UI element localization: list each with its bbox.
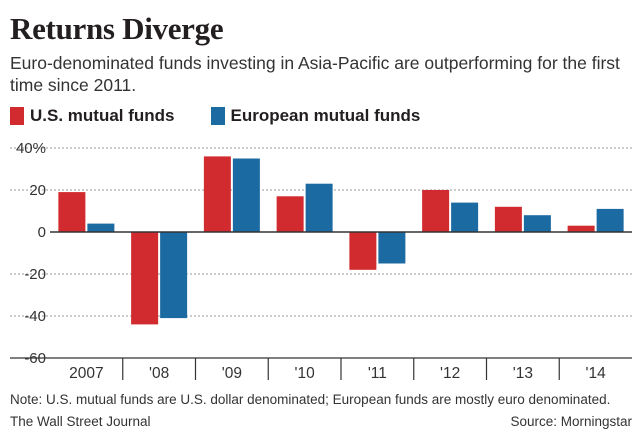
legend-label-us: U.S. mutual funds xyxy=(30,106,175,125)
bar-us-6 xyxy=(494,206,522,232)
bars xyxy=(58,156,624,325)
x-axis: 2007 '08 '09 '10 '11 '12 '13 '14 xyxy=(10,231,632,382)
legend-item-us: U.S. mutual funds xyxy=(10,106,175,126)
bar-us-3 xyxy=(276,196,304,232)
legend: U.S. mutual funds European mutual funds xyxy=(10,104,456,128)
x-tick-label: '09 xyxy=(222,365,242,382)
bar-us-0 xyxy=(58,192,86,232)
bar-eu-4 xyxy=(378,232,406,264)
credit-text: The Wall Street Journal xyxy=(10,414,151,429)
y-tick-label: 0 xyxy=(38,224,46,241)
bar-eu-5 xyxy=(451,202,479,232)
bar-us-7 xyxy=(567,225,595,232)
x-tick-label: '08 xyxy=(149,365,169,382)
y-tick-label: 20 xyxy=(29,182,46,199)
y-axis-labels: 40%200-20-40-60 xyxy=(16,140,46,367)
gridlines xyxy=(10,147,632,359)
legend-swatch-us xyxy=(10,107,24,125)
y-tick-label: -40 xyxy=(24,308,46,325)
bar-eu-6 xyxy=(523,215,551,232)
footnote: Note: U.S. mutual funds are U.S. dollar … xyxy=(10,392,611,407)
bar-us-4 xyxy=(349,232,377,270)
x-tick-label: '13 xyxy=(513,365,533,382)
x-tick-label: '14 xyxy=(586,365,607,382)
source-text: Source: Morningstar xyxy=(510,414,632,429)
chart-subtitle: Euro-denominated funds investing in Asia… xyxy=(10,53,620,95)
legend-swatch-eu xyxy=(210,107,225,125)
bar-eu-7 xyxy=(596,208,624,232)
bar-us-2 xyxy=(203,156,231,232)
chart-title: Returns Diverge xyxy=(10,11,224,46)
bar-us-1 xyxy=(131,232,159,325)
bar-us-5 xyxy=(422,190,450,232)
y-tick-label: 40% xyxy=(16,140,46,157)
bar-eu-0 xyxy=(87,223,115,232)
bar-chart: 40%200-20-40-60 2007'08'09'10'11'12'13'1… xyxy=(10,140,632,382)
x-tick-label: '11 xyxy=(368,365,387,382)
legend-label-eu: European mutual funds xyxy=(230,106,421,125)
bar-eu-3 xyxy=(305,183,333,232)
x-tick-label: '10 xyxy=(295,365,316,382)
bar-eu-1 xyxy=(160,232,188,319)
legend-item-eu: European mutual funds xyxy=(210,106,421,126)
x-tick-label: 2007 xyxy=(69,365,103,382)
bar-eu-2 xyxy=(232,158,260,232)
x-tick-label: '12 xyxy=(440,365,460,382)
y-tick-label: -20 xyxy=(24,266,46,283)
